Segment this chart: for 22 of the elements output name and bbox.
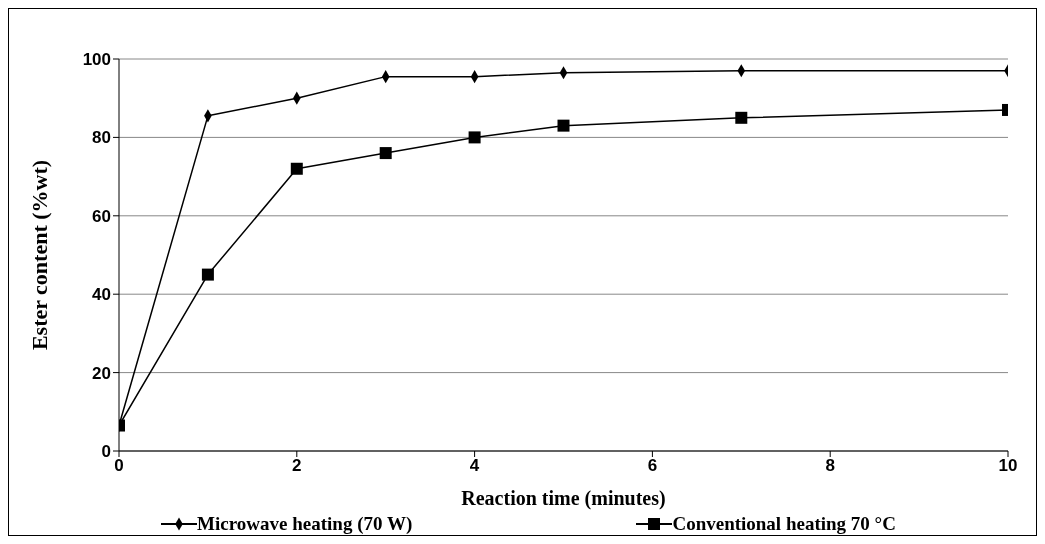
x-tick-label: 2 [292,456,302,476]
point [379,147,392,160]
legend-label: Conventional heating 70 °C [672,513,896,535]
x-tick-label: 4 [469,456,480,476]
point [290,162,303,175]
y-tick-label: 40 [92,285,111,305]
y-tick-label: 100 [82,50,111,70]
legend-label: Microwave heating (70 W) [197,513,413,535]
point [735,111,748,124]
y-tick-label: 0 [101,442,111,462]
y-tick-label: 80 [92,128,111,148]
y-tick-label: 60 [92,206,111,226]
x-tick-label: 6 [647,456,658,476]
point [557,119,570,132]
x-tick-label: 8 [825,456,835,476]
y-tick-label: 20 [92,363,111,383]
point [201,268,214,281]
y-axis-title: Ester content (%wt) [26,159,52,351]
point [468,131,481,144]
x-axis-title: Reaction time (minutes) [461,487,666,510]
x-tick-label: 0 [114,456,124,476]
x-tick-label: 10 [998,456,1018,476]
